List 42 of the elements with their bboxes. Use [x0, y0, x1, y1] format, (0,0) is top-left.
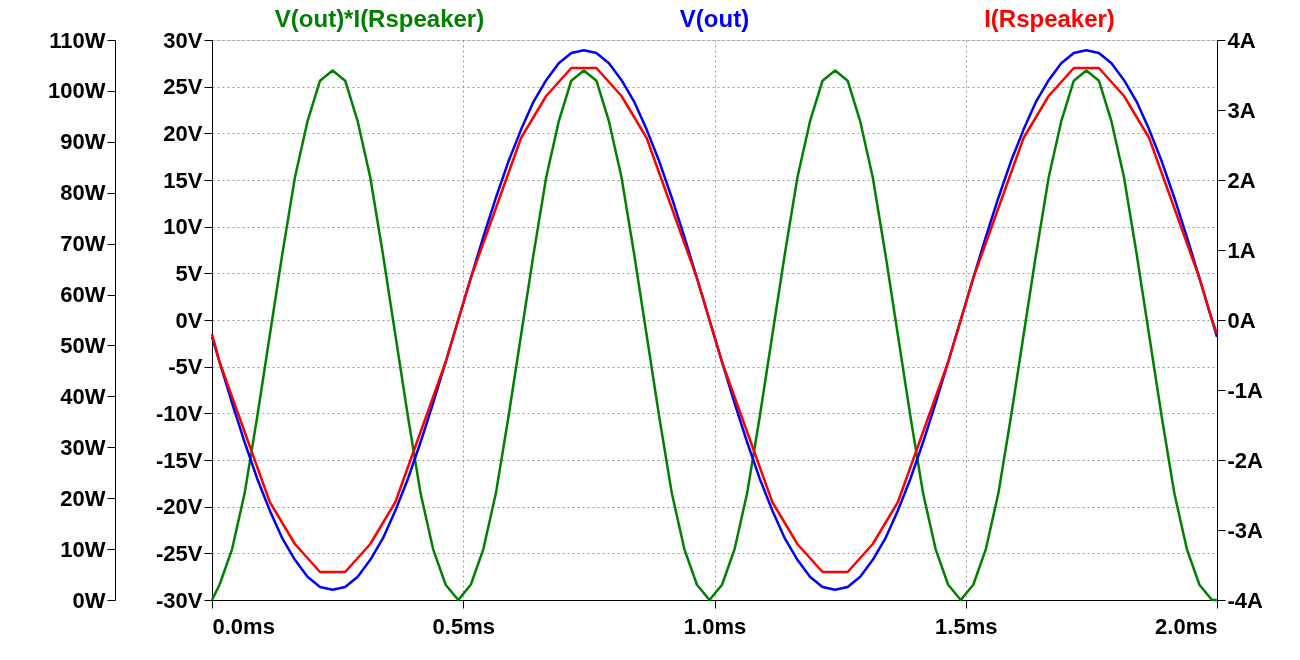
y-tick-label: 15V — [163, 167, 203, 193]
y-tick-label: -25V — [156, 540, 203, 566]
y2-tick-label: -1A — [1227, 377, 1264, 403]
text: V(out) — [679, 5, 750, 32]
y3-tick-label: 110W — [49, 27, 106, 53]
text: V(out)*I(Rspeaker) — [274, 5, 485, 32]
series-label: I(Rspeaker) — [984, 5, 1115, 32]
y3-tick-label: 80W — [60, 180, 106, 206]
x-tick-label: 0.0ms — [212, 613, 275, 639]
y-tick-label: -20V — [156, 494, 203, 520]
y3-tick-label: 70W — [60, 231, 106, 257]
x-tick-label: 1.0ms — [683, 613, 747, 639]
y3-tick-label: 20W — [60, 485, 106, 511]
y3-tick-label: 60W — [60, 282, 106, 308]
y3-tick-label: 100W — [48, 78, 106, 104]
y-tick-label: 0V — [175, 307, 203, 333]
y-tick-label: 10V — [163, 214, 203, 240]
y3-tick-label: 10W — [60, 536, 106, 562]
x-tick-label: 0.5ms — [432, 613, 495, 639]
y-tick-label: 25V — [163, 74, 203, 100]
y3-tick-label: 0W — [72, 587, 106, 613]
y-tick-label: -30V — [156, 587, 203, 613]
y3-tick-label: 40W — [60, 383, 106, 409]
y2-tick-label: -4A — [1227, 587, 1264, 613]
y-tick-label: 20V — [163, 120, 203, 146]
x-tick-label: 1.5ms — [935, 613, 998, 639]
y3-tick-label: 30W — [60, 434, 106, 460]
y-tick-label: 30V — [163, 27, 203, 53]
y2-tick-label: 3A — [1227, 97, 1256, 123]
y2-tick-label: 1A — [1227, 237, 1256, 263]
y-tick-label: -5V — [168, 354, 203, 380]
y-tick-label: -10V — [156, 400, 203, 426]
y-tick-label: -15V — [156, 447, 203, 473]
y3-tick-label: 90W — [60, 129, 106, 155]
y2-tick-label: 4A — [1227, 27, 1256, 53]
y2-tick-label: 0A — [1227, 307, 1256, 333]
y2-tick-label: -2A — [1227, 447, 1264, 473]
y3-tick-label: 50W — [60, 332, 106, 358]
x-tick-label: 2.0ms — [1155, 613, 1218, 639]
y2-tick-label: -3A — [1227, 517, 1264, 543]
y2-tick-label: 2A — [1227, 167, 1256, 193]
y-tick-label: 5V — [175, 260, 203, 286]
